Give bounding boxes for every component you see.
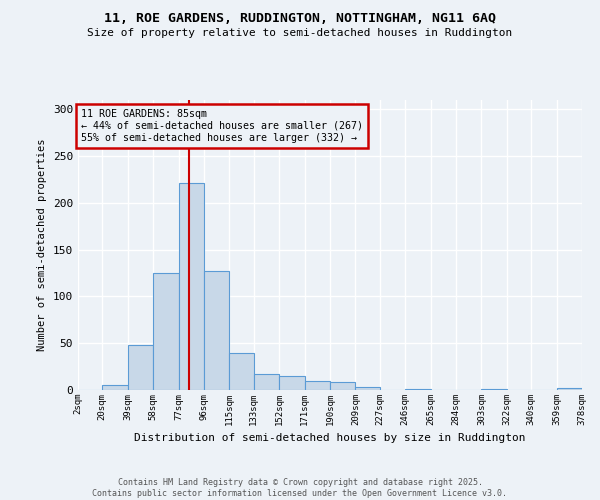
Bar [254,374,279,390]
Bar [481,389,507,390]
Text: Size of property relative to semi-detached houses in Ruddington: Size of property relative to semi-detach… [88,28,512,38]
Bar [102,386,128,390]
Bar [279,376,305,390]
Text: Contains HM Land Registry data © Crown copyright and database right 2025.
Contai: Contains HM Land Registry data © Crown c… [92,478,508,498]
Bar [305,380,330,390]
Text: 11, ROE GARDENS, RUDDINGTON, NOTTINGHAM, NG11 6AQ: 11, ROE GARDENS, RUDDINGTON, NOTTINGHAM,… [104,12,496,26]
Bar [153,273,179,390]
Bar [557,388,582,390]
Bar [204,271,229,390]
Bar [405,389,431,390]
Y-axis label: Number of semi-detached properties: Number of semi-detached properties [37,138,47,352]
Bar [229,352,254,390]
Bar [128,345,153,390]
Bar [355,387,380,390]
X-axis label: Distribution of semi-detached houses by size in Ruddington: Distribution of semi-detached houses by … [134,434,526,444]
Bar [330,382,355,390]
Bar [179,184,204,390]
Text: 11 ROE GARDENS: 85sqm
← 44% of semi-detached houses are smaller (267)
55% of sem: 11 ROE GARDENS: 85sqm ← 44% of semi-deta… [80,110,362,142]
